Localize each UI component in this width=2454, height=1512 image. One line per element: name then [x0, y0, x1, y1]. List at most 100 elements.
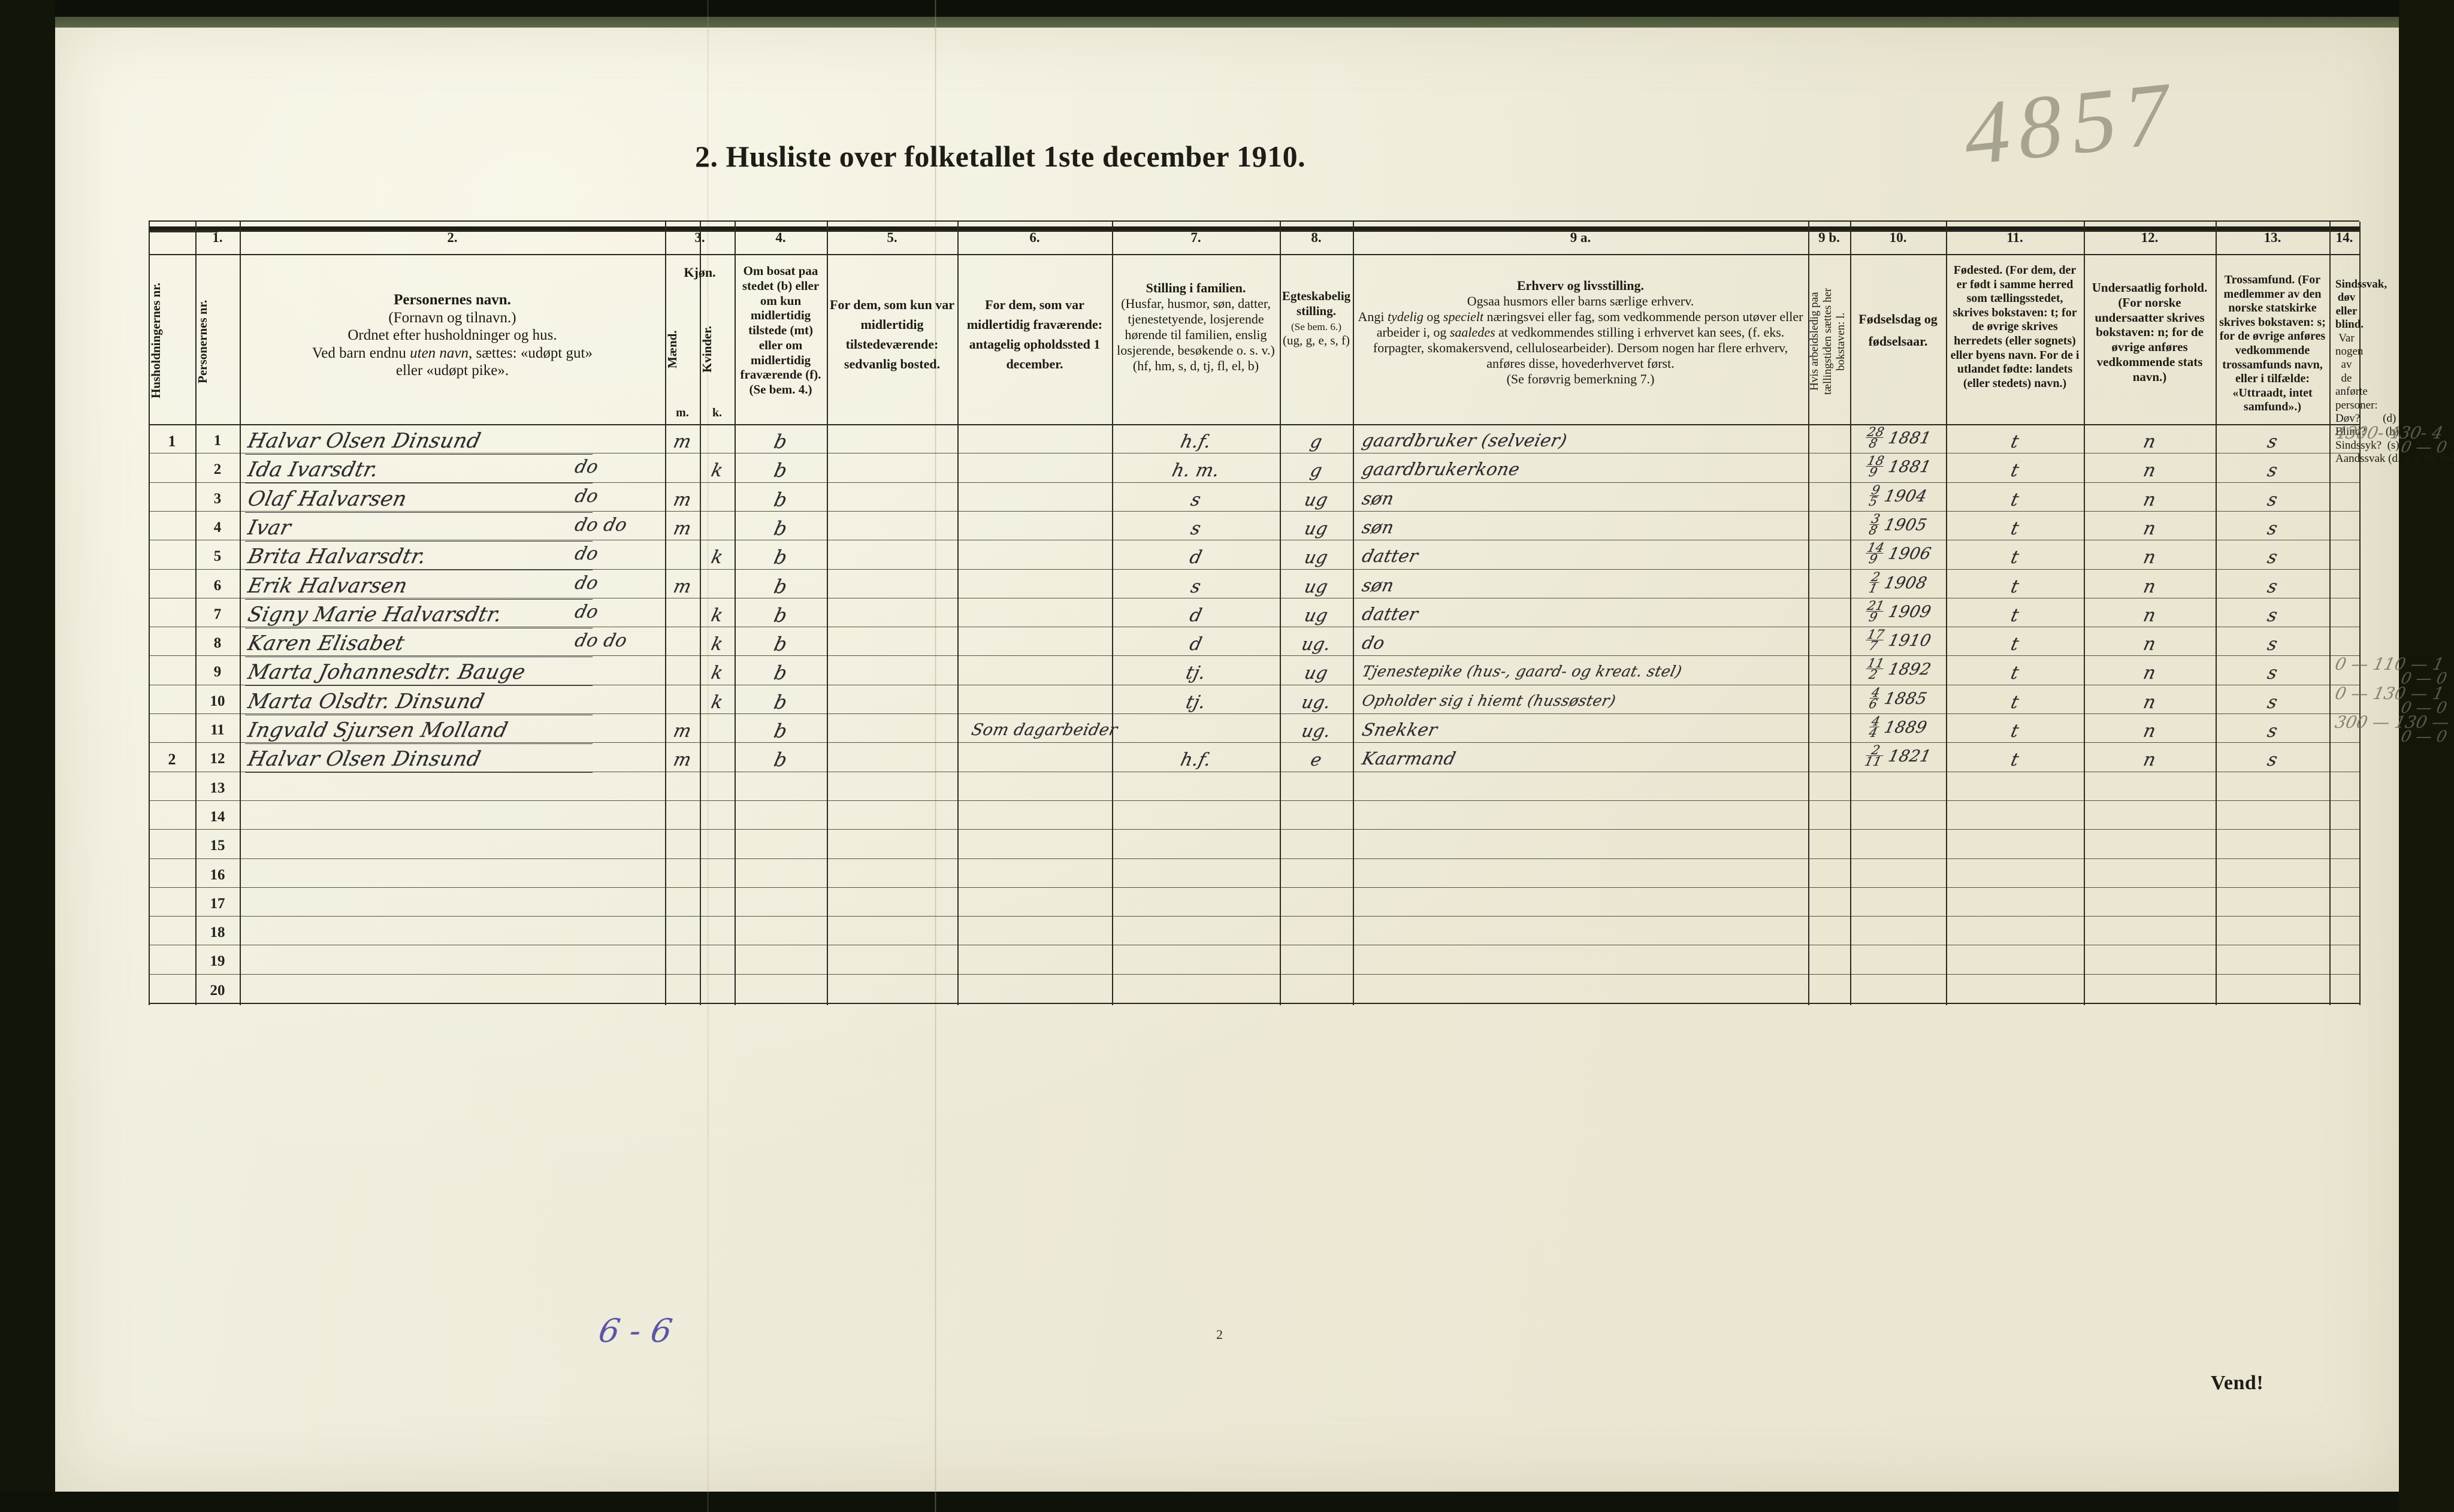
marital-status-cell: ug. — [1299, 721, 1333, 741]
residence-status-cell: b — [772, 633, 790, 656]
family-position-cell: tj. — [1183, 691, 1208, 713]
occupation-cell: datter — [1360, 603, 1421, 624]
family-position-cell: h. m. — [1169, 460, 1222, 482]
person-name-cell: Ivar — [245, 515, 599, 542]
header-sex-k-abbr: k. — [712, 406, 723, 419]
name-ditto-mark: do — [572, 572, 601, 594]
religion-cell: s — [2265, 431, 2280, 452]
header-birthplace: Fødested. (For dem, der er født i samme … — [1950, 264, 2080, 390]
table-hline — [149, 829, 2359, 830]
birthplace-cell: t — [2008, 604, 2021, 626]
person-name-cell: Signy Marie Halvarsdtr. — [245, 602, 599, 628]
birth-date-cell: 21 9 1909 — [1865, 597, 1933, 624]
name-ditto-mark: do — [572, 456, 601, 478]
marital-status-cell: ug — [1302, 663, 1330, 684]
sex-female-cell: k — [709, 547, 726, 568]
temp-absent-cell: Som dagarbeider — [969, 721, 1120, 739]
disability-pencil-note-2: 0 — 0 — [2399, 439, 2449, 456]
column-number-15: 14. — [2335, 230, 2353, 245]
header-person-nr: Personernes nr. — [195, 300, 210, 383]
header-citizenship: Undersaatlig forhold. (For norske unders… — [2092, 280, 2208, 384]
birthplace-cell: t — [2008, 721, 2021, 742]
religion-cell: s — [2265, 547, 2280, 568]
page-title: 2. Husliste over folketallet 1ste decemb… — [695, 140, 1306, 173]
marital-status-cell: ug. — [1299, 634, 1333, 655]
table-vline — [2084, 222, 2085, 1005]
person-nr-cell: 8 — [213, 635, 222, 652]
birth-date-cell: 28 8 1881 — [1865, 424, 1933, 450]
occupation-cell: Kaarmand — [1360, 748, 1458, 769]
residence-status-cell: b — [772, 488, 790, 511]
scan-green-strip — [55, 17, 2399, 28]
column-number-8: 8. — [1311, 230, 1322, 245]
table-hline — [149, 973, 2359, 975]
scan-border-left — [0, 0, 55, 1512]
column-number-10: 9 b. — [1818, 230, 1840, 245]
table-bottom-rule — [149, 230, 2359, 232]
person-nr-cell: 1 — [213, 433, 222, 449]
person-nr-cell: 11 — [210, 722, 225, 738]
header-temporary-present: For dem, som kun var midlertidig tilsted… — [830, 297, 954, 371]
person-nr-cell: 14 — [210, 808, 225, 825]
occupation-cell: Tjenestepike (hus-, gaard- og kreat. ste… — [1360, 663, 1684, 681]
sex-female-cell: k — [709, 691, 726, 713]
header-sex-title: Kjøn. — [684, 265, 716, 280]
marital-status-cell: g — [1308, 431, 1325, 452]
table-vline — [2216, 222, 2217, 1005]
paper-fold-crease-2 — [707, 0, 709, 1512]
residence-status-cell: b — [772, 546, 790, 569]
person-name-cell: Olaf Halvarsen — [245, 486, 599, 513]
person-nr-cell: 18 — [210, 924, 225, 941]
page-number: 2 — [1216, 1327, 1223, 1342]
person-nr-cell: 20 — [210, 982, 225, 999]
table-vline — [1946, 222, 1947, 1005]
residence-status-cell: b — [772, 574, 790, 598]
header-household-nr: Husholdningernes nr. — [149, 283, 163, 399]
table-vline — [2359, 222, 2361, 1005]
family-position-cell: h.f. — [1178, 749, 1214, 771]
person-nr-cell: 9 — [213, 664, 222, 681]
census-table: 1. 2. 3. 4. 5. 6. 7. 8. 9 a. 9 b. 10. 11. 12. 13. 14. H… — [149, 220, 2454, 1294]
table-vline — [665, 222, 666, 1005]
citizenship-cell: n — [2141, 489, 2158, 510]
birthplace-cell: t — [2008, 576, 2021, 597]
header-temporary-absent: For dem, som var midlertidig fraværende:… — [966, 297, 1103, 371]
person-nr-cell: 19 — [210, 953, 225, 970]
person-name-cell: Marta Johannesdtr. Bauge — [245, 660, 599, 687]
sex-male-cell: m — [671, 518, 694, 539]
citizenship-cell: n — [2141, 547, 2158, 568]
header-birth-date: Fødselsdag og fødselsaar. — [1858, 312, 1938, 349]
religion-cell: s — [2265, 721, 2280, 742]
table-vline — [827, 222, 828, 1005]
residence-status-cell: b — [772, 430, 790, 453]
table-hline — [149, 800, 2359, 801]
scan-border-right — [2399, 0, 2454, 1512]
table-hline — [149, 482, 2359, 483]
table-top-rule — [149, 226, 2359, 230]
family-position-cell: s — [1189, 518, 1203, 539]
sex-female-cell: k — [709, 663, 726, 684]
turn-over-label: Vend! — [2211, 1372, 2264, 1394]
religion-cell: s — [2265, 749, 2280, 771]
header-unemployed: Hvis arbeidsledig paa tællingstiden sætt… — [1808, 288, 1847, 395]
table-vline — [700, 222, 701, 1005]
citizenship-cell: n — [2141, 518, 2158, 539]
table-hline — [149, 220, 2359, 222]
name-ditto-mark: do — [572, 485, 601, 507]
table-vline — [195, 222, 197, 1005]
person-nr-cell: 15 — [210, 837, 225, 854]
person-nr-cell: 6 — [213, 577, 222, 594]
residence-status-cell: b — [772, 690, 790, 713]
header-sex-female: Kvinder. — [700, 326, 714, 373]
religion-cell: s — [2265, 634, 2280, 655]
citizenship-cell: n — [2141, 634, 2158, 655]
table-vline — [957, 222, 959, 1005]
column-number-3: 3. — [694, 230, 705, 245]
column-number-13: 12. — [2141, 230, 2159, 245]
paper-fold-crease — [935, 0, 936, 1512]
birthplace-cell: t — [2008, 518, 2021, 539]
birth-date-cell: 14 9 1906 — [1865, 540, 1933, 567]
sex-female-cell: k — [709, 604, 726, 626]
sex-male-cell: m — [671, 721, 694, 742]
